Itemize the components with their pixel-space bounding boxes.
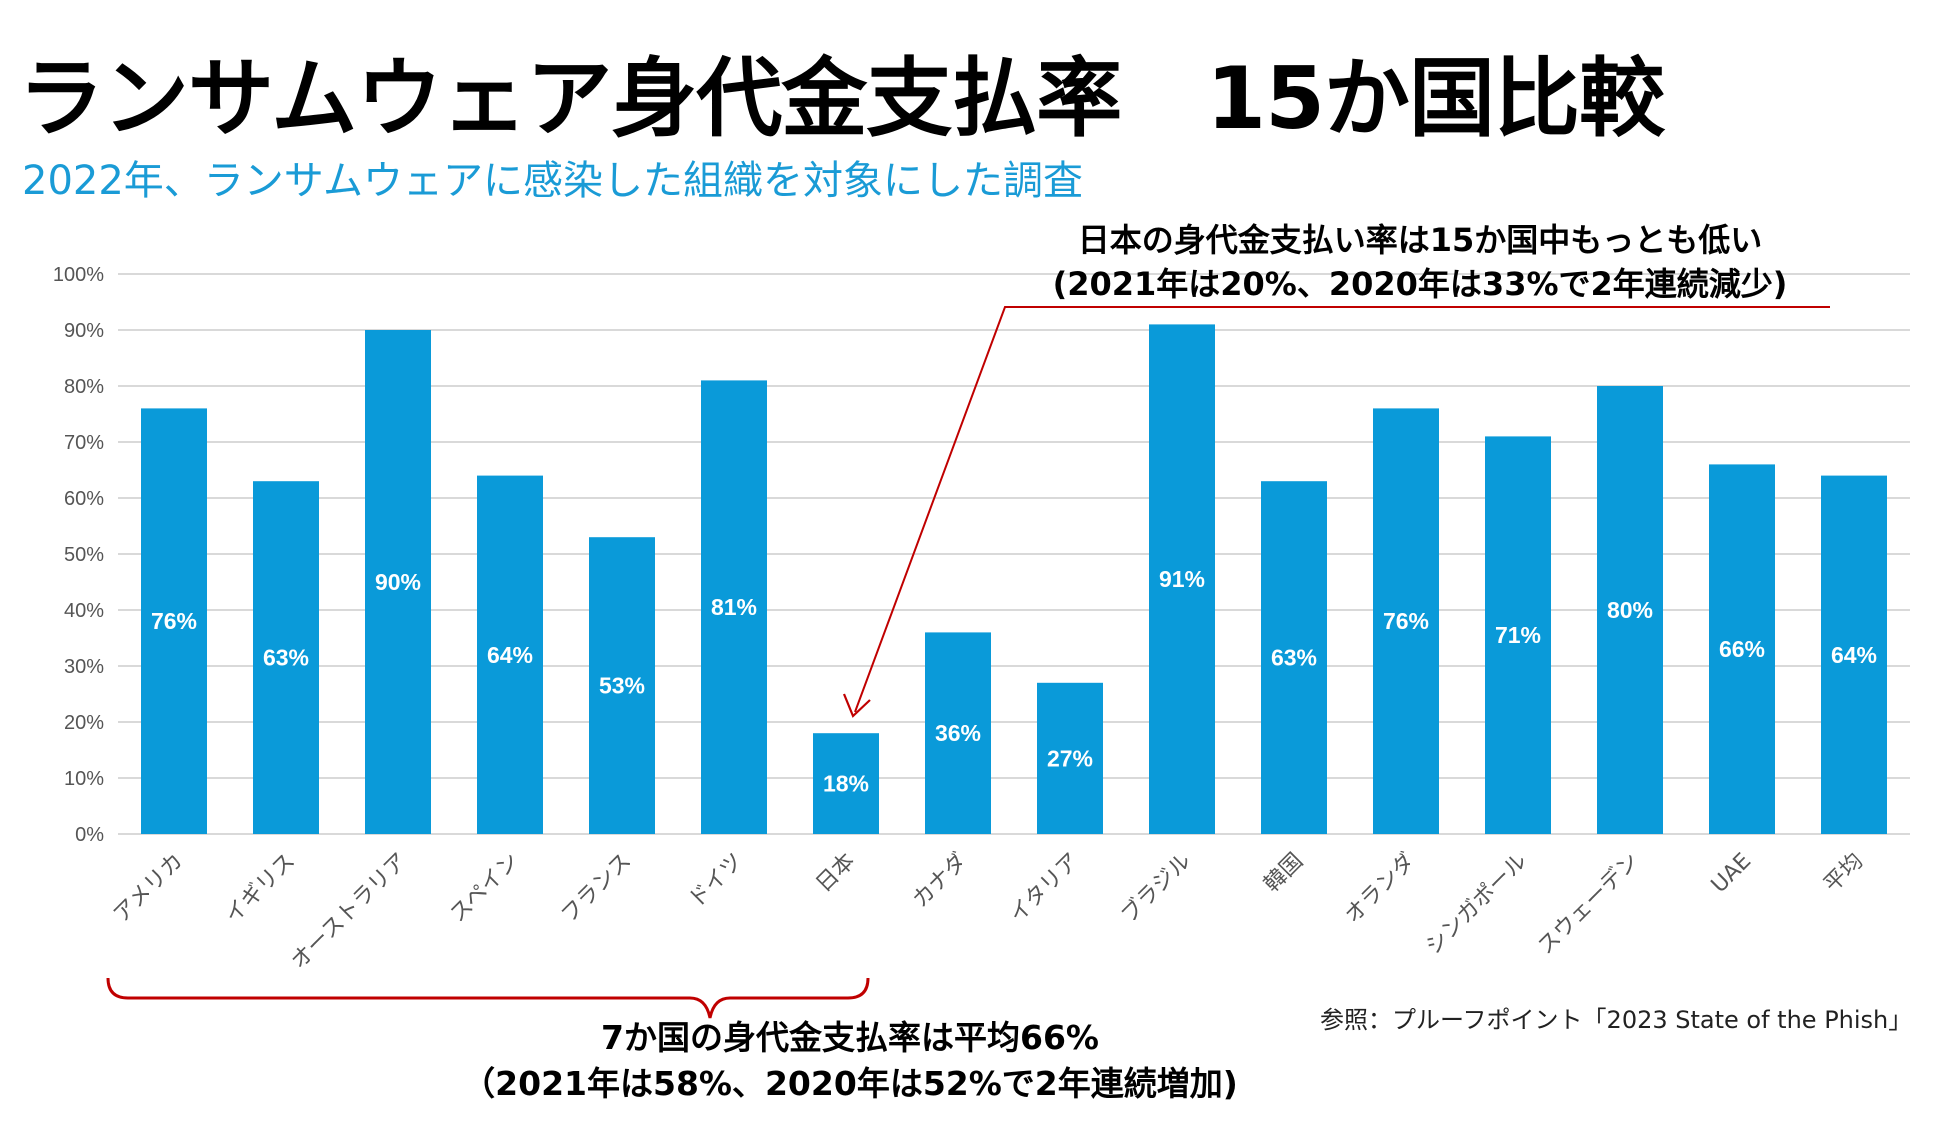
data-label: 53% [599, 673, 645, 699]
page-title: ランサムウェア身代金支払率 15か国比較 [18, 49, 1665, 149]
data-label: 81% [711, 594, 757, 620]
x-tick-label: UAE [1707, 849, 1757, 899]
bar [1709, 464, 1775, 834]
x-tick-label: スペイン [445, 849, 524, 928]
x-tick-label: 日本 [811, 849, 860, 898]
bars [141, 324, 1887, 834]
data-label: 36% [935, 720, 981, 746]
bar [1597, 386, 1663, 834]
bar [1149, 324, 1215, 834]
data-label: 66% [1719, 636, 1765, 662]
x-tick-label: シンガポール [1421, 849, 1532, 960]
data-label: 64% [487, 642, 533, 668]
y-axis-ticks: 0% 10% 20% 30% 40% 50% 60% 70% 80% 90% 100% [53, 264, 104, 846]
group-brace [106, 977, 870, 1019]
bar [1373, 408, 1439, 834]
y-tick-label: 70% [64, 432, 104, 454]
bar [477, 475, 543, 834]
data-label: 64% [1831, 642, 1877, 668]
data-labels: 76% 63% 90% 64% 53% 81% 18% 36% 27% 91% 63% 76% 71% 8… [151, 566, 1877, 796]
bar [1821, 475, 1887, 834]
x-tick-label: オーストラリア [286, 849, 412, 975]
bar [365, 330, 431, 834]
data-label: 63% [1271, 645, 1317, 671]
y-tick-label: 10% [64, 768, 104, 790]
summary-annotation: 7か国の身代金支払率は平均66% （2021年は58%、2020年は52%で2年… [400, 1015, 1300, 1107]
callout-arrowhead [842, 693, 871, 718]
bar [813, 733, 879, 834]
data-label: 71% [1495, 622, 1541, 648]
callout-line2: (2021年は20%、2020年は33%で2年連続減少) [1052, 265, 1788, 303]
callout-annotation: 日本の身代金支払い率は15か国中もっとも低い (2021年は20%、2020年は… [1015, 218, 1825, 306]
data-label: 90% [375, 569, 421, 595]
data-label: 63% [263, 645, 309, 671]
callout-line1: 日本の身代金支払い率は15か国中もっとも低い [1077, 221, 1763, 259]
bar [1261, 481, 1327, 834]
annotations [106, 306, 1830, 1019]
data-label: 18% [823, 771, 869, 797]
y-tick-label: 60% [64, 488, 104, 510]
y-tick-label: 20% [64, 712, 104, 734]
bar [925, 632, 991, 834]
page-subtitle: 2022年、ランサムウェアに感染した組織を対象にした調査 [22, 158, 1083, 204]
bar [141, 408, 207, 834]
y-tick-label: 0% [75, 824, 104, 846]
summary-line1: 7か国の身代金支払率は平均66% [601, 1018, 1099, 1057]
x-tick-label: アメリカ [109, 849, 188, 928]
y-tick-label: 50% [64, 544, 104, 566]
callout-line [854, 306, 1830, 713]
x-tick-label: イタリア [1005, 849, 1084, 928]
source-citation: 参照：プルーフポイント「2023 State of the Phish」 [1320, 1006, 1913, 1034]
data-label: 76% [151, 608, 197, 634]
data-label: 91% [1159, 566, 1205, 592]
y-tick-label: 90% [64, 320, 104, 342]
x-tick-label: 平均 [1819, 849, 1868, 898]
data-label: 80% [1607, 597, 1653, 623]
x-tick-label: ブラジル [1117, 849, 1197, 929]
x-tick-label: ドイツ [684, 849, 748, 913]
y-tick-label: 80% [64, 376, 104, 398]
x-tick-label: カナダ [908, 849, 972, 913]
data-label: 76% [1383, 608, 1429, 634]
bar [1485, 436, 1551, 834]
x-tick-label: オランダ [1340, 849, 1420, 929]
x-tick-label: フランス [557, 849, 637, 929]
x-tick-label: 韓国 [1259, 849, 1308, 898]
x-tick-label: スウェーデン [1533, 849, 1644, 960]
x-tick-label: イギリス [220, 849, 300, 929]
summary-line2: （2021年は58%、2020年は52%で2年連続増加) [462, 1064, 1238, 1103]
y-tick-label: 30% [64, 656, 104, 678]
bar [701, 380, 767, 834]
bar [253, 481, 319, 834]
y-tick-label: 100% [53, 264, 104, 286]
bar [589, 537, 655, 834]
bar [1037, 682, 1103, 834]
data-label: 27% [1047, 745, 1093, 771]
y-tick-label: 40% [64, 600, 104, 622]
